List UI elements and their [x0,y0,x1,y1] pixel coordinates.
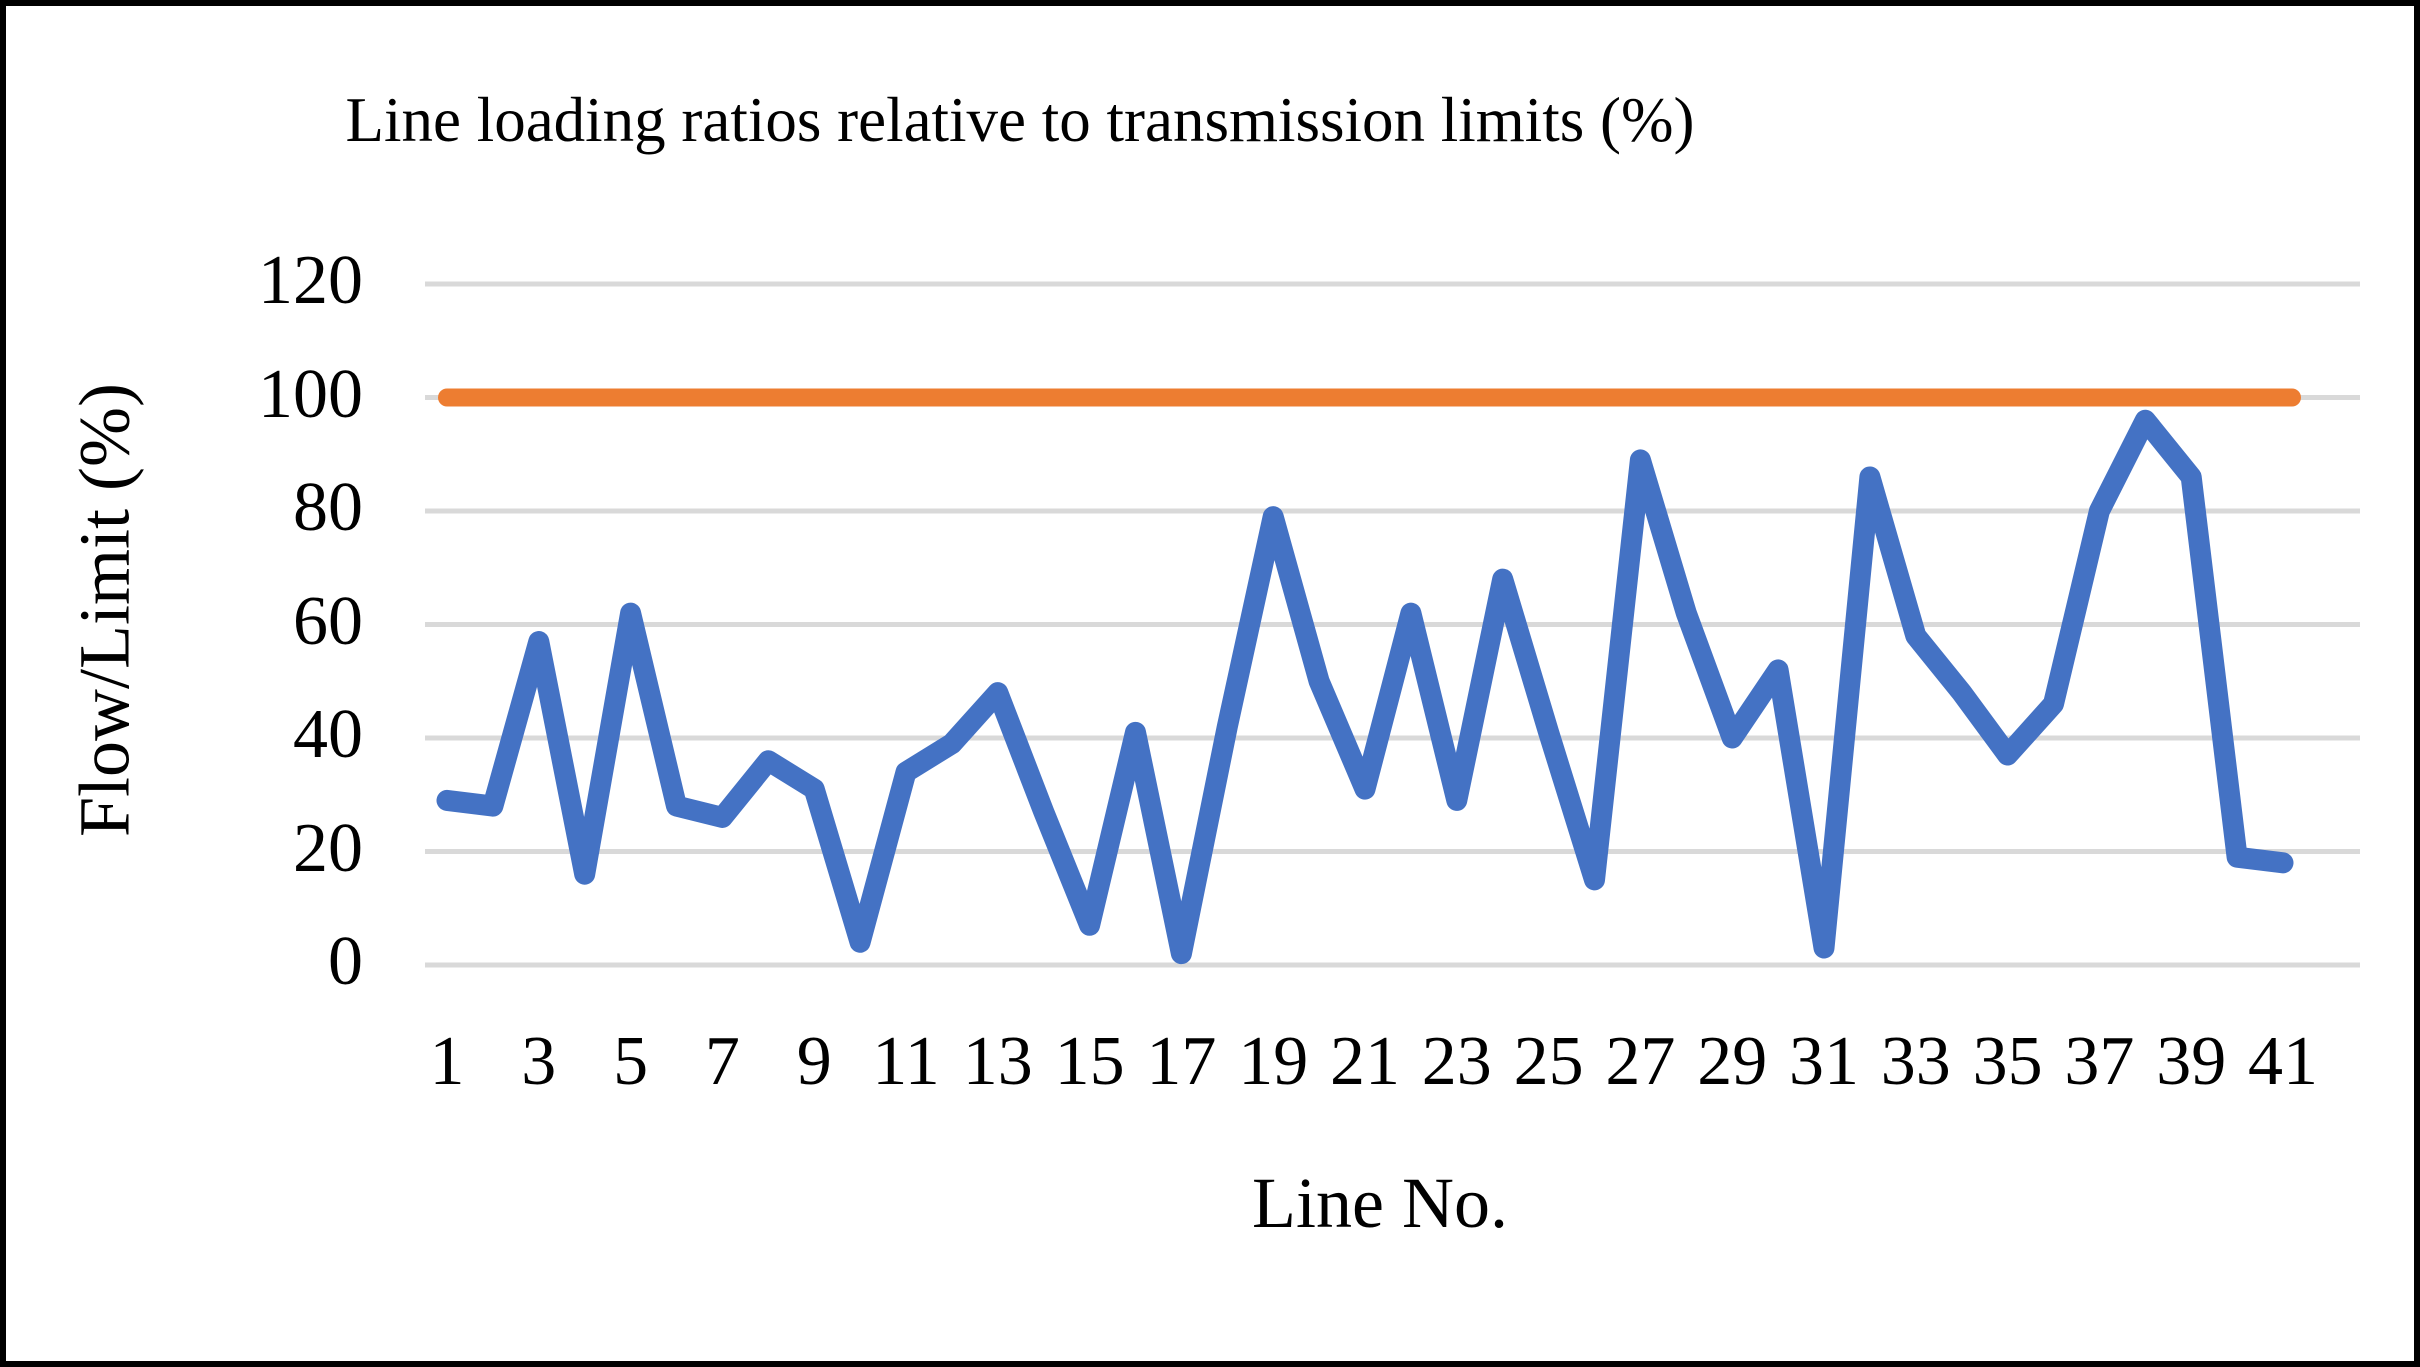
x-tick-label-35: 35 [1972,1023,2043,1100]
x-axis-title: Line No. [1252,1163,1508,1243]
x-tick-label-19: 19 [1238,1023,1309,1100]
flow-series-line [436,409,2294,965]
x-tick-label-25: 25 [1513,1023,1584,1100]
y-tick-label-120: 120 [258,242,363,320]
x-tick-label-37: 37 [2064,1023,2135,1100]
x-tick-label-39: 39 [2156,1023,2227,1100]
x-tick-label-1: 1 [429,1023,465,1100]
x-tick-label-9: 9 [796,1023,832,1100]
x-tick-label-29: 29 [1697,1023,1768,1100]
chart-title: Line loading ratios relative to transmis… [345,85,1695,155]
y-tick-label-40: 40 [293,696,363,774]
x-tick-label-27: 27 [1605,1023,1676,1100]
y-tick-label-20: 20 [293,809,363,887]
x-tick-label-3: 3 [521,1023,557,1100]
x-tick-label-11: 11 [872,1023,940,1100]
y-tick-label-0: 0 [328,923,363,1001]
y-tick-label-100: 100 [258,355,363,433]
x-tick-label-33: 33 [1880,1023,1951,1100]
x-tick-label-23: 23 [1421,1023,1492,1100]
y-tick-label-80: 80 [293,469,363,547]
x-tick-label-5: 5 [613,1023,649,1100]
x-tick-label-21: 21 [1330,1023,1400,1100]
x-tick-label-7: 7 [704,1023,740,1100]
x-tick-label-31: 31 [1789,1023,1859,1100]
y-tick-label-60: 60 [293,582,363,660]
x-tick-label-41: 41 [2248,1023,2318,1100]
x-tick-label-15: 15 [1054,1023,1125,1100]
x-tick-label-17: 17 [1146,1023,1217,1100]
x-tick-label-13: 13 [962,1023,1033,1100]
